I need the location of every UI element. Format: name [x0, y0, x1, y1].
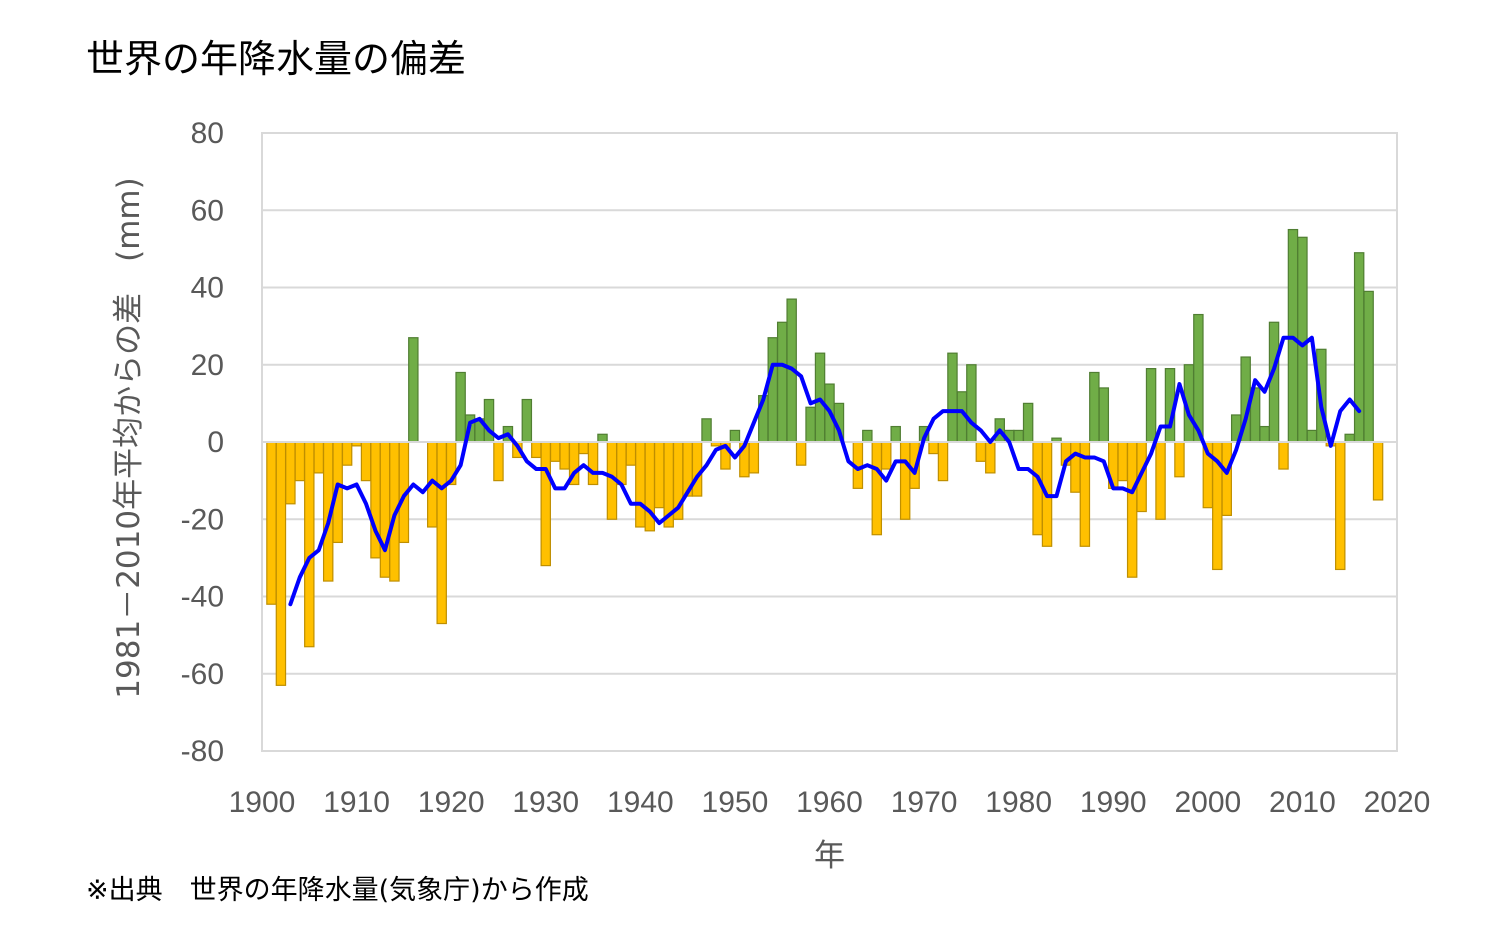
plot-frame [261, 132, 1398, 752]
x-tick-labels: 1900 1910 1920 1930 1940 1950 1960 1970 1980 1990… [229, 786, 1431, 819]
bar-1958 [805, 406, 816, 443]
y-tick-label: -80 [181, 735, 224, 768]
bar-1982 [1032, 441, 1043, 536]
bar-1981 [1022, 402, 1034, 443]
y-tick-label: 0 [207, 426, 224, 459]
series-line-0 [288, 335, 1362, 607]
bar-1952 [748, 441, 760, 474]
bar-1988 [1089, 371, 1100, 443]
bar-1921 [455, 371, 466, 443]
bar-1929 [531, 441, 542, 459]
bar-1971 [928, 441, 939, 455]
bar-1936 [597, 433, 608, 443]
bar-2007 [1268, 321, 1280, 443]
bar-1954 [767, 337, 778, 443]
y-tick-label: 80 [191, 117, 224, 150]
bar-1911 [360, 441, 372, 482]
y-axis-title: 1981－2010年平均からの差 (mm) [111, 177, 147, 698]
bar-1934 [578, 441, 589, 455]
bar-1925 [493, 441, 504, 482]
bar-1946 [691, 441, 703, 497]
bar-1992 [1126, 441, 1138, 578]
x-axis-title: 年 [814, 838, 845, 874]
bar-1940 [635, 441, 646, 528]
bar-1975 [966, 364, 977, 443]
bar-2014 [1335, 441, 1346, 571]
x-tick-label: 1930 [512, 786, 579, 819]
bar-1939 [625, 441, 637, 466]
bar-1909 [341, 441, 353, 466]
bar-1957 [795, 441, 807, 466]
bar-1901 [266, 441, 277, 605]
bar-2002 [1221, 441, 1232, 516]
bar-1972 [937, 441, 949, 482]
bar-1986 [1070, 441, 1081, 493]
x-tick-label: 1900 [229, 786, 296, 819]
bar-1938 [616, 441, 627, 486]
bar-1980 [1013, 429, 1024, 443]
x-tick-label: 1960 [796, 786, 863, 819]
bar-1903 [285, 441, 296, 505]
y-tick-label: -40 [181, 581, 224, 614]
x-tick-label: 1940 [607, 786, 674, 819]
bar-1904 [294, 441, 306, 482]
bar-1942 [654, 441, 665, 509]
bar-1919 [436, 441, 447, 625]
bar-2017 [1363, 290, 1374, 443]
bar-1997 [1174, 441, 1185, 478]
bar-1966 [881, 441, 892, 470]
bar-1928 [521, 398, 533, 443]
bar-1967 [890, 425, 901, 443]
y-tick-label: -20 [181, 503, 224, 536]
source-note: ※出典 世界の年降水量(気象庁)から作成 [86, 875, 589, 906]
x-tick-label: 1970 [891, 786, 958, 819]
x-tick-label: 1980 [985, 786, 1052, 819]
x-tick-label: 1910 [323, 786, 390, 819]
bar-1994 [1145, 368, 1157, 443]
y-tick-label: 20 [191, 349, 224, 382]
bar-2010 [1297, 236, 1308, 443]
y-tick-label: 60 [191, 194, 224, 227]
bar-1947 [701, 418, 712, 443]
bar-1989 [1098, 387, 1110, 443]
y-tick-labels: 80 60 40 20 0 -20 -40 -60 -80 [181, 117, 224, 768]
bar-1916 [408, 337, 419, 443]
bar-1905 [304, 441, 315, 648]
bar-1931 [549, 441, 561, 462]
bar-2006 [1259, 425, 1270, 443]
bar-1930 [540, 441, 551, 567]
bar-1906 [313, 441, 324, 474]
x-tick-label: 2010 [1269, 786, 1336, 819]
bar-1995 [1155, 441, 1166, 520]
x-tick-label: 1990 [1080, 786, 1147, 819]
bar-1935 [587, 441, 599, 486]
bar-2018 [1372, 441, 1384, 501]
y-tick-label: -60 [181, 658, 224, 691]
bar-2015 [1344, 433, 1355, 443]
bar-2011 [1306, 429, 1318, 443]
bar-1950 [729, 429, 741, 443]
bar-1913 [379, 441, 391, 578]
bar-2016 [1353, 252, 1365, 443]
bar-1977 [985, 441, 996, 474]
moving-average-line [288, 335, 1362, 607]
y-tick-label: 40 [191, 272, 224, 305]
bar-1965 [871, 441, 883, 536]
x-tick-label: 1920 [418, 786, 485, 819]
bar-1973 [947, 352, 958, 443]
bar-2008 [1278, 441, 1289, 470]
chart-title: 世界の年降水量の偏差 [86, 37, 467, 81]
bar-1968 [899, 441, 911, 520]
x-tick-label: 2020 [1364, 786, 1431, 819]
bar-1976 [975, 441, 987, 462]
bar-1991 [1117, 441, 1128, 482]
bar-1964 [862, 429, 873, 443]
bar-1955 [776, 321, 788, 443]
bar-1902 [275, 441, 287, 686]
x-tick-label: 2000 [1174, 786, 1241, 819]
bar-1932 [559, 441, 570, 470]
x-tick-label: 1950 [702, 786, 769, 819]
